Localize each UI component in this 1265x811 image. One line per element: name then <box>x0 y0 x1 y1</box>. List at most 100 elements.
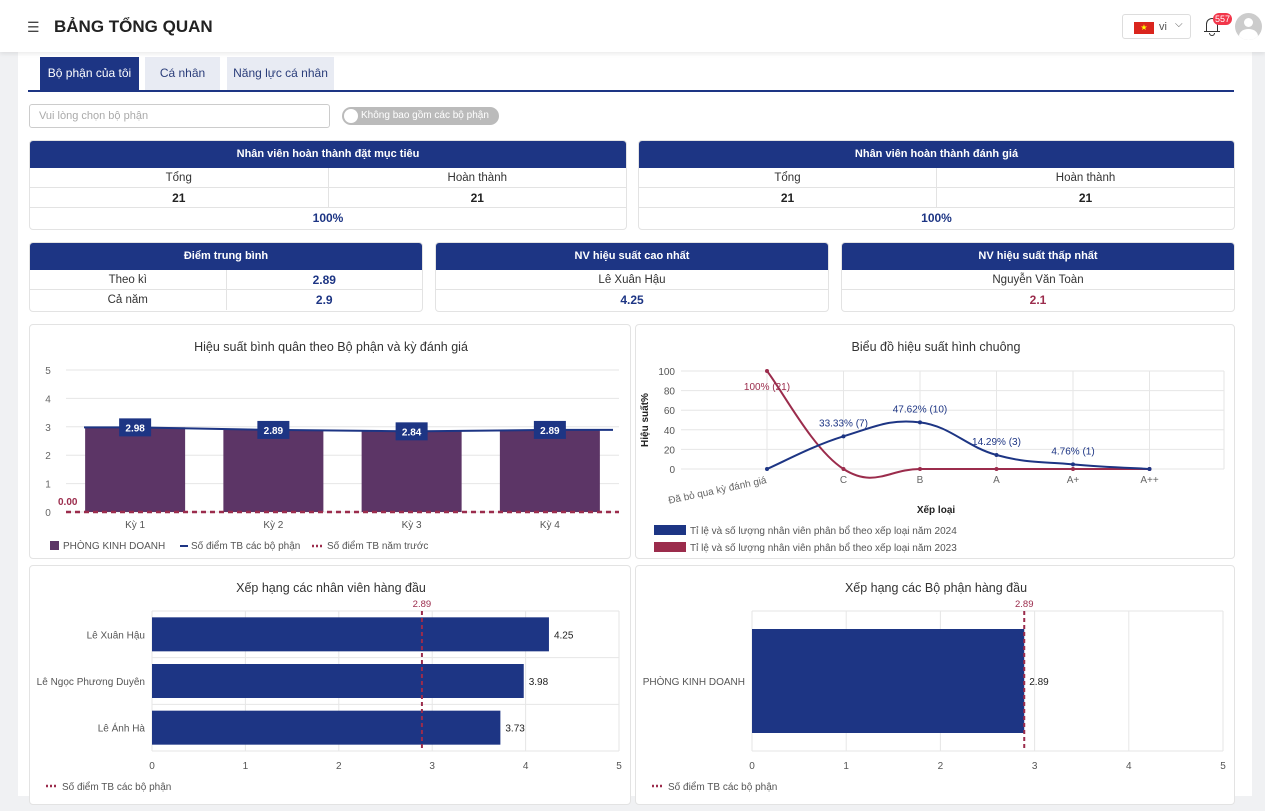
x-tick-label: 5 <box>616 761 622 772</box>
legend-label: PHÒNG KINH DOANH <box>63 539 165 552</box>
x-tick-label: 1 <box>843 761 849 772</box>
goal-completion-card: Nhân viên hoàn thành đặt mục tiêu Tổng Ho… <box>29 140 627 230</box>
top-departments-chart: Xếp hạng các Bộ phận hàng đầu 0 1 2 3 4 5 2.89 P… <box>635 565 1235 805</box>
card-title: Điểm trung bình <box>30 243 422 270</box>
series-line <box>766 420 1150 470</box>
data-label: 33.33% (7) <box>819 418 868 429</box>
x-tick-label: C <box>840 475 847 486</box>
legend-swatch <box>50 541 59 550</box>
y-tick-label: 2 <box>45 451 51 462</box>
chevron-down-icon: ⌵ <box>1175 19 1183 30</box>
period-value: 2.89 <box>225 270 423 289</box>
x-tick-label: B <box>917 475 924 486</box>
total-label: Tổng <box>774 172 801 184</box>
data-label: 2.98 <box>125 423 145 434</box>
done-label: Hoàn thành <box>327 168 627 187</box>
legend-label: Tỉ lệ và số lượng nhân viên phân bổ theo… <box>690 525 957 537</box>
total-value: 21 <box>780 191 795 205</box>
data-label: 2.89 <box>264 426 284 437</box>
y-tick-label: Lê Xuân Hậu <box>87 630 145 641</box>
x-tick-label: A+ <box>1067 475 1080 486</box>
exclude-subdepartments-toggle[interactable]: Không bao gồm các bộ phận con <box>342 107 499 139</box>
bar <box>152 664 524 698</box>
card-title: Nhân viên hoàn thành đặt mục tiêu <box>30 141 626 168</box>
data-point <box>1071 467 1075 471</box>
bar <box>223 429 324 512</box>
vietnam-flag-icon: ★ <box>1134 22 1154 34</box>
x-tick-label: Kỳ 2 <box>263 520 283 531</box>
tab-my-department[interactable]: Bộ phận của tôi <box>40 57 139 90</box>
employee-name: Nguyễn Văn Toàn <box>992 274 1084 286</box>
prev-year-label: 0.00 <box>58 497 78 508</box>
period-label: Theo kì <box>108 274 147 286</box>
bar <box>152 710 501 745</box>
chart-title: Biểu đồ hiệu suất hình chuông <box>852 340 1021 354</box>
done-value: 21 <box>936 188 1234 207</box>
language-selector[interactable]: ★ vi ⌵ <box>1122 14 1191 39</box>
x-tick-label: 0 <box>149 761 155 772</box>
x-tick-label: 2 <box>938 761 944 772</box>
chart-title: Xếp hạng các Bộ phận hàng đầu <box>845 581 1027 595</box>
data-point <box>918 467 922 471</box>
bar <box>361 431 462 512</box>
year-value: 2.9 <box>225 290 423 310</box>
legend-label: Số điểm TB các bộ phận <box>191 540 300 552</box>
chart-title: Hiệu suất bình quân theo Bộ phận và kỳ đ… <box>194 340 468 354</box>
page-scrollbar[interactable] <box>1252 52 1265 796</box>
y-tick-label: 0 <box>669 465 675 476</box>
y-tick-label: 100 <box>658 367 675 378</box>
tab-personal-competency[interactable]: Năng lực cá nhân <box>227 57 334 90</box>
y-tick-label: 20 <box>664 445 676 456</box>
tab-underline <box>28 90 1234 92</box>
percent-value: 100% <box>312 211 344 225</box>
top-performer-card: NV hiệu suất cao nhất Lê Xuân Hậu 4.25 <box>435 242 829 312</box>
total-value: 21 <box>172 191 186 205</box>
data-label: 14.29% (3) <box>972 437 1021 448</box>
bell-icon[interactable] <box>1204 17 1220 36</box>
y-tick-label: Lê Ngọc Phương Duyên <box>37 677 145 688</box>
reference-label: 2.89 <box>1015 599 1034 610</box>
legend-label: Số điểm TB năm trước <box>327 540 428 552</box>
page-title: BẢNG TỔNG QUAN <box>54 17 213 36</box>
chart-title: Xếp hạng các nhân viên hàng đầu <box>236 581 426 595</box>
data-label: 4.25 <box>554 630 574 641</box>
y-tick-label: 3 <box>45 423 51 434</box>
data-label: 4.76% (1) <box>1051 446 1094 457</box>
x-tick-label: 4 <box>1126 761 1132 772</box>
data-label-box <box>119 418 152 437</box>
department-select[interactable]: Vui lòng chọn bộ phận <box>29 104 330 128</box>
percent-value: 100% <box>921 211 952 225</box>
dashboard-content: Bộ phận của tôi Cá nhân Năng lực cá nhân… <box>18 52 1252 805</box>
legend-swatch <box>654 525 686 535</box>
x-tick-label: Đã bỏ qua kỳ đánh giá <box>667 474 768 507</box>
card-title: NV hiệu suất cao nhất <box>436 243 828 270</box>
avatar[interactable] <box>1235 13 1262 40</box>
x-tick-label: Kỳ 3 <box>402 520 422 531</box>
employee-score: 4.25 <box>620 293 644 307</box>
bell-clapper <box>1209 33 1215 36</box>
data-label-box <box>257 420 290 439</box>
done-label: Hoàn thành <box>936 168 1234 187</box>
data-point <box>765 467 769 471</box>
x-tick-label: 0 <box>749 761 755 772</box>
y-tick-label: 60 <box>664 406 676 417</box>
y-tick-label: 5 <box>45 366 51 377</box>
y-tick-label: 80 <box>664 387 676 398</box>
bar <box>752 629 1025 733</box>
y-tick-label: PHÒNG KINH DOANH <box>643 675 745 688</box>
done-value: 21 <box>327 188 627 207</box>
data-point <box>841 434 846 439</box>
lowest-performer-card: NV hiệu suất thấp nhất Nguyễn Văn Toàn 2… <box>841 242 1235 312</box>
employee-name: Lê Xuân Hậu <box>598 274 666 286</box>
x-tick-label: 5 <box>1220 761 1226 772</box>
x-axis-title: Xếp loại <box>917 504 956 516</box>
card-title: NV hiệu suất thấp nhất <box>842 243 1234 270</box>
tab-personal[interactable]: Cá nhân <box>145 57 220 90</box>
average-score-card: Điểm trung bình Theo kì 2.89 Cả năm 2.9 <box>29 242 423 312</box>
menu-fold-icon[interactable]: ☰ <box>27 19 40 35</box>
y-tick-label: 4 <box>45 394 51 405</box>
legend-swatch <box>654 542 686 552</box>
x-tick-label: Kỳ 4 <box>540 520 560 531</box>
data-point <box>765 369 769 373</box>
x-tick-label: 1 <box>243 761 249 772</box>
